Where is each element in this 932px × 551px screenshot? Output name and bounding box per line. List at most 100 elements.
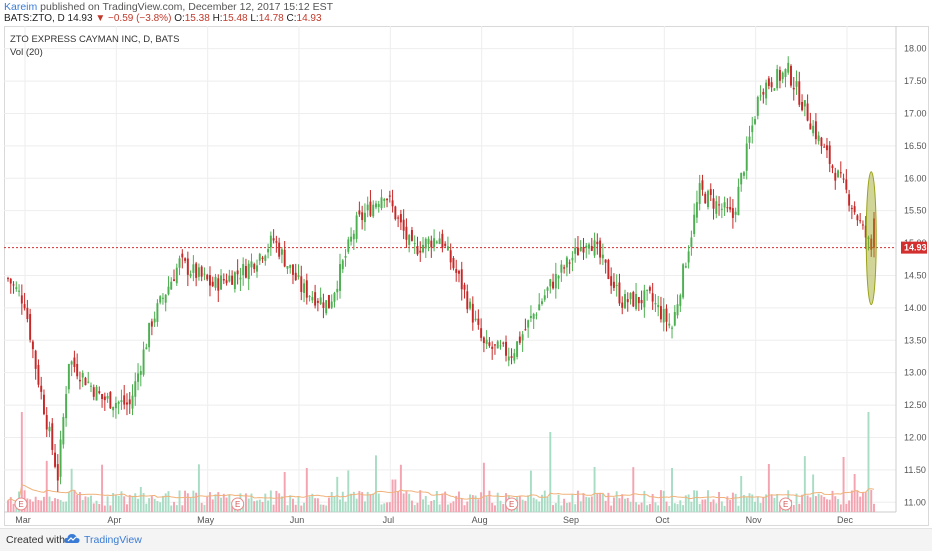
candle-body: [607, 260, 610, 279]
volume-bar: [344, 501, 347, 512]
volume-bar: [228, 494, 231, 512]
time-tick-label: Aug: [472, 515, 488, 525]
volume-bar: [54, 498, 57, 512]
volume-bar: [773, 497, 776, 512]
volume-bar: [529, 470, 532, 512]
candle-body: [137, 373, 140, 382]
candle-body: [161, 297, 164, 299]
candle-body: [482, 337, 485, 344]
volume-bar: [560, 505, 563, 512]
candle-body: [787, 62, 790, 73]
volume-bar: [314, 498, 317, 512]
candle-body: [748, 136, 751, 143]
candle-body: [676, 304, 679, 316]
candle-body: [541, 301, 543, 304]
volume-bar: [704, 499, 707, 512]
candle-body: [809, 123, 812, 130]
volume-bar: [278, 493, 281, 512]
candle-body: [842, 178, 845, 180]
candle-body: [659, 306, 662, 320]
volume-bar: [272, 504, 275, 512]
volume-bar: [637, 504, 640, 512]
volume-bar: [369, 494, 372, 512]
candle-body: [458, 270, 460, 274]
candle-body: [640, 299, 643, 304]
volume-legend[interactable]: Vol (20): [10, 47, 43, 58]
volume-bar: [856, 490, 859, 512]
volume-bar: [823, 496, 826, 512]
volume-bar: [549, 432, 552, 512]
candle-body: [344, 255, 347, 258]
volume-bar: [701, 499, 704, 512]
candle-body: [823, 146, 826, 148]
price-chart[interactable]: E E E E 11.00 11.50 12.00 12.50 13.00 13.50 14.00…: [4, 26, 929, 526]
candle-body: [209, 275, 211, 286]
volume-bar: [635, 502, 638, 512]
candle-body: [557, 276, 560, 279]
volume-bar: [485, 496, 488, 512]
candle-body: [795, 81, 798, 87]
volume-bar: [31, 501, 34, 512]
candle-body: [474, 318, 477, 321]
volume-bar: [828, 499, 831, 512]
candle-body: [527, 320, 530, 328]
symbol-legend[interactable]: ZTO EXPRESS CAYMAN INC, D, BATS: [10, 34, 180, 45]
volume-bar: [217, 492, 220, 512]
candle-body: [56, 464, 59, 481]
candle-body: [303, 283, 306, 293]
volume-bar: [712, 499, 715, 512]
volume-bar: [814, 496, 817, 512]
volume-bar: [842, 457, 845, 512]
volume-bar: [189, 498, 192, 512]
candle-body: [756, 96, 759, 116]
price-tick-label: 13.50: [904, 335, 927, 345]
volume-bar: [640, 502, 643, 512]
volume-bar: [574, 504, 577, 512]
candle-body: [427, 238, 430, 245]
candle-body: [496, 341, 499, 349]
volume-bar: [585, 496, 588, 512]
volume-bar: [607, 492, 610, 512]
volume-bar: [466, 501, 469, 512]
volume-bar: [659, 490, 662, 512]
volume-bar: [776, 493, 779, 512]
tradingview-brand[interactable]: TradingView: [84, 534, 142, 546]
last-price-tag-box: [901, 241, 927, 254]
ohlc-line: BATS:ZTO, D 14.93 ▼ −0.59 (−3.8%) O:15.3…: [4, 13, 322, 24]
volume-bar: [67, 491, 70, 512]
volume-bar: [682, 505, 685, 512]
candle-body: [175, 267, 178, 284]
price-tick-label: 16.00: [904, 173, 927, 183]
candle-body: [347, 239, 350, 252]
volume-bar: [361, 492, 364, 512]
volume-bar: [7, 500, 9, 512]
candle-body: [269, 235, 272, 248]
candle-body: [308, 296, 311, 298]
time-axis: Mar Apr May Jun Jul Aug Sep Oct Nov Dec: [15, 515, 853, 525]
volume-bar: [427, 504, 430, 512]
earnings-marker-label: E: [18, 500, 23, 509]
candle-body: [532, 313, 535, 319]
volume-bar: [311, 493, 314, 512]
candle-body: [369, 201, 372, 216]
candle-body: [579, 247, 582, 251]
volume-bar: [231, 505, 234, 512]
volume-bar: [280, 496, 283, 512]
volume-bar: [150, 495, 153, 512]
cloud-icon[interactable]: [64, 532, 80, 546]
volume-bar: [76, 494, 79, 512]
candle-body: [9, 278, 12, 284]
volume-bar: [825, 499, 828, 512]
volume-bar: [435, 490, 438, 512]
volume-bar: [458, 491, 460, 512]
chart-header: Kareim published on TradingView.com, Dec…: [0, 0, 932, 26]
publisher-name[interactable]: Kareim: [4, 1, 38, 13]
volume-bar: [687, 494, 690, 512]
candle-body: [477, 318, 480, 325]
volume-bar: [131, 496, 134, 512]
candle-body: [516, 341, 519, 357]
candle-body: [170, 281, 173, 290]
open-label: O:: [174, 13, 185, 24]
candle-body: [297, 275, 300, 277]
volume-bar: [629, 501, 632, 512]
